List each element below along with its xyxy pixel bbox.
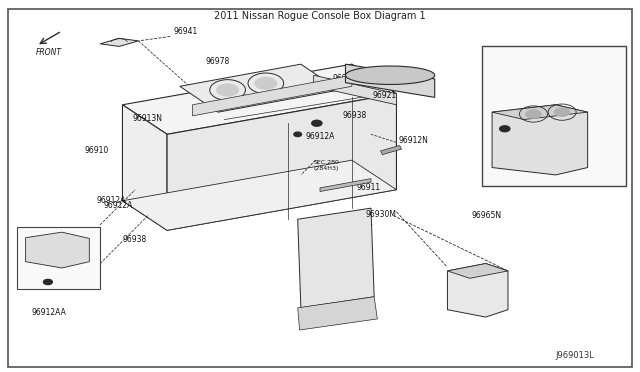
Bar bbox=[17, 227, 100, 289]
Polygon shape bbox=[180, 64, 339, 112]
Polygon shape bbox=[298, 208, 374, 308]
Polygon shape bbox=[320, 179, 371, 192]
Bar bbox=[483, 46, 626, 186]
Text: 96910: 96910 bbox=[84, 146, 108, 155]
Circle shape bbox=[525, 109, 541, 119]
Text: 96930M: 96930M bbox=[365, 210, 396, 219]
Text: 96912N: 96912N bbox=[398, 136, 428, 145]
Text: FRONT: FRONT bbox=[36, 48, 62, 57]
Text: 96913N: 96913N bbox=[132, 114, 162, 123]
Polygon shape bbox=[447, 263, 508, 278]
Polygon shape bbox=[100, 38, 138, 46]
Text: 2011 Nissan Rogue Console Box Diagram 1: 2011 Nissan Rogue Console Box Diagram 1 bbox=[214, 11, 426, 20]
Polygon shape bbox=[381, 145, 401, 155]
Circle shape bbox=[294, 132, 301, 137]
Text: 96911: 96911 bbox=[356, 183, 380, 192]
Polygon shape bbox=[167, 94, 396, 230]
Text: 96938: 96938 bbox=[342, 111, 367, 121]
Circle shape bbox=[254, 77, 277, 90]
Text: 9611DV: 9611DV bbox=[499, 152, 529, 161]
Polygon shape bbox=[314, 75, 396, 105]
Circle shape bbox=[216, 83, 239, 97]
Text: 96913N: 96913N bbox=[557, 109, 587, 119]
Text: (284H3): (284H3) bbox=[314, 166, 339, 171]
Text: J969013L: J969013L bbox=[556, 351, 595, 360]
Polygon shape bbox=[122, 160, 396, 230]
Polygon shape bbox=[26, 232, 90, 268]
Circle shape bbox=[312, 120, 322, 126]
Text: 96938: 96938 bbox=[122, 235, 147, 244]
Circle shape bbox=[554, 108, 570, 117]
Polygon shape bbox=[492, 105, 588, 175]
Text: 96912A: 96912A bbox=[333, 74, 362, 83]
Text: 9611DVA: 9611DVA bbox=[559, 84, 594, 93]
Text: 96912A: 96912A bbox=[103, 201, 132, 210]
Polygon shape bbox=[298, 297, 378, 330]
Circle shape bbox=[44, 279, 52, 285]
Polygon shape bbox=[122, 105, 167, 230]
Polygon shape bbox=[492, 105, 588, 119]
Text: HB+25S+25SL/PKG: HB+25S+25SL/PKG bbox=[487, 46, 559, 52]
Text: 96965N: 96965N bbox=[472, 211, 502, 220]
Text: SEC.280: SEC.280 bbox=[314, 160, 339, 164]
Text: SEC.253
(285E5): SEC.253 (285E5) bbox=[19, 253, 47, 267]
Ellipse shape bbox=[346, 66, 435, 84]
Text: 96921: 96921 bbox=[373, 91, 397, 100]
Circle shape bbox=[500, 126, 510, 132]
Text: 96912A: 96912A bbox=[97, 196, 126, 205]
Text: 96912AA: 96912AA bbox=[32, 308, 67, 317]
Text: 96941: 96941 bbox=[173, 27, 198, 36]
Text: 96978: 96978 bbox=[205, 57, 230, 66]
Polygon shape bbox=[447, 263, 508, 317]
Text: 96912A: 96912A bbox=[306, 132, 335, 141]
Polygon shape bbox=[122, 64, 396, 134]
Polygon shape bbox=[193, 75, 352, 116]
Polygon shape bbox=[346, 64, 435, 97]
